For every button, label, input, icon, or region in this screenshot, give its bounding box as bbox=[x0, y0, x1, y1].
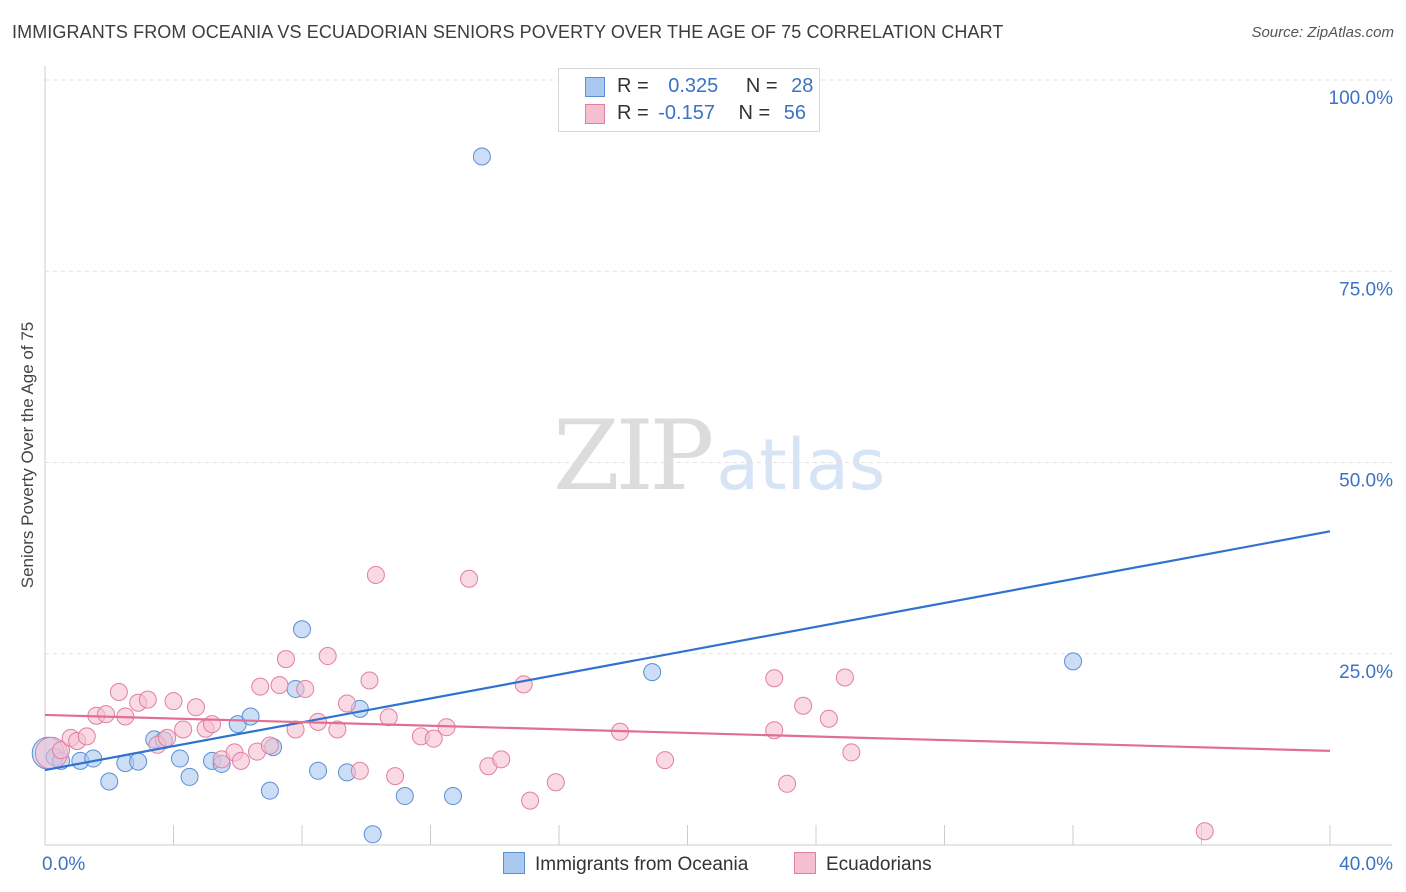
data-point-ecuadorians bbox=[794, 696, 813, 715]
data-point-ecuadorians bbox=[492, 750, 511, 769]
legend-item-ecuadorians: Ecuadorians bbox=[794, 852, 932, 876]
y-tick-label: 50.0% bbox=[1339, 471, 1393, 492]
data-point-oceania bbox=[180, 767, 199, 786]
data-point-ecuadorians bbox=[1195, 822, 1214, 841]
n-value-pink: 56 bbox=[783, 102, 807, 124]
trend-line-ecuadorians bbox=[44, 713, 1331, 753]
legend-label-oceania: Immigrants from Oceania bbox=[535, 854, 749, 875]
data-point-ecuadorians bbox=[318, 647, 337, 666]
legend-swatch-ecuadorians bbox=[794, 852, 816, 874]
data-point-oceania bbox=[395, 787, 414, 806]
watermark-atlas: atlas bbox=[716, 424, 886, 506]
data-point-ecuadorians bbox=[328, 720, 347, 739]
data-point-oceania bbox=[1064, 652, 1082, 671]
data-point-oceania bbox=[84, 749, 103, 768]
data-point-oceania bbox=[170, 749, 189, 768]
watermark: ZIPatlas bbox=[553, 400, 885, 512]
y-tick-label: 100.0% bbox=[1329, 88, 1394, 109]
x-tick-label-start: 0.0% bbox=[42, 854, 85, 875]
data-point-oceania bbox=[472, 147, 491, 166]
r-label-blue: R = bbox=[617, 75, 649, 97]
data-point-oceania bbox=[363, 825, 382, 844]
r-value-blue: 0.325 bbox=[668, 75, 719, 97]
data-point-ecuadorians bbox=[260, 736, 279, 755]
data-point-ecuadorians bbox=[203, 715, 222, 734]
y-tick-label: 75.0% bbox=[1339, 279, 1393, 300]
legend-swatch-pink bbox=[585, 104, 605, 124]
data-point-ecuadorians bbox=[77, 727, 96, 746]
r-label-pink: R = bbox=[617, 102, 649, 124]
n-label-pink: N = bbox=[738, 102, 771, 124]
y-tick-label: 25.0% bbox=[1339, 662, 1393, 683]
data-point-ecuadorians bbox=[514, 675, 533, 694]
data-point-oceania bbox=[293, 620, 311, 639]
data-point-ecuadorians bbox=[379, 708, 398, 727]
stats-legend: R = 0.325 N = 28 R = -0.157 N = 56 bbox=[558, 68, 820, 132]
legend-swatch-oceania bbox=[503, 852, 525, 874]
legend-swatch-blue bbox=[585, 77, 605, 97]
data-point-ecuadorians bbox=[97, 705, 116, 724]
data-point-ecuadorians bbox=[765, 669, 784, 688]
data-point-ecuadorians bbox=[231, 751, 250, 770]
data-point-ecuadorians bbox=[842, 743, 861, 762]
data-point-ecuadorians bbox=[546, 773, 565, 792]
r-value-pink: -0.157 bbox=[658, 102, 715, 124]
legend-item-oceania: Immigrants from Oceania bbox=[503, 852, 748, 876]
data-point-ecuadorians bbox=[360, 671, 379, 690]
data-point-oceania bbox=[260, 781, 279, 800]
data-point-ecuadorians bbox=[270, 676, 289, 695]
data-point-ecuadorians bbox=[52, 741, 71, 760]
data-point-ecuadorians bbox=[251, 677, 270, 696]
data-point-ecuadorians bbox=[138, 690, 157, 709]
data-point-ecuadorians bbox=[521, 791, 540, 810]
legend-label-ecuadorians: Ecuadorians bbox=[826, 854, 932, 875]
x-tick-label-end: 40.0% bbox=[1339, 854, 1393, 875]
trend-line-oceania bbox=[44, 530, 1331, 772]
watermark-zip: ZIP bbox=[553, 400, 714, 512]
data-point-ecuadorians bbox=[164, 692, 183, 711]
data-point-ecuadorians bbox=[460, 569, 479, 588]
data-point-ecuadorians bbox=[656, 751, 675, 770]
data-point-ecuadorians bbox=[174, 720, 193, 739]
data-point-ecuadorians bbox=[819, 709, 838, 728]
data-point-oceania bbox=[309, 761, 328, 780]
data-point-ecuadorians bbox=[186, 698, 205, 717]
n-label-blue: N = bbox=[745, 75, 778, 97]
data-point-ecuadorians bbox=[276, 650, 295, 669]
data-point-ecuadorians bbox=[296, 679, 315, 698]
data-point-oceania bbox=[100, 772, 119, 791]
data-point-oceania bbox=[443, 787, 462, 806]
data-point-ecuadorians bbox=[350, 761, 369, 780]
data-point-ecuadorians bbox=[386, 767, 405, 786]
chart-title: IMMIGRANTS FROM OCEANIA VS ECUADORIAN SE… bbox=[12, 22, 1004, 42]
data-point-ecuadorians bbox=[109, 683, 128, 701]
data-point-oceania bbox=[241, 707, 260, 726]
data-point-ecuadorians bbox=[835, 668, 854, 687]
data-point-ecuadorians bbox=[158, 728, 177, 747]
source-credit: Source: ZipAtlas.com bbox=[1251, 24, 1394, 41]
data-point-ecuadorians bbox=[424, 729, 443, 748]
data-point-ecuadorians bbox=[366, 565, 385, 584]
data-point-oceania bbox=[129, 752, 148, 771]
data-point-ecuadorians bbox=[778, 774, 797, 793]
data-point-oceania bbox=[643, 663, 662, 682]
n-value-blue: 28 bbox=[791, 75, 814, 97]
data-point-ecuadorians bbox=[337, 694, 356, 713]
